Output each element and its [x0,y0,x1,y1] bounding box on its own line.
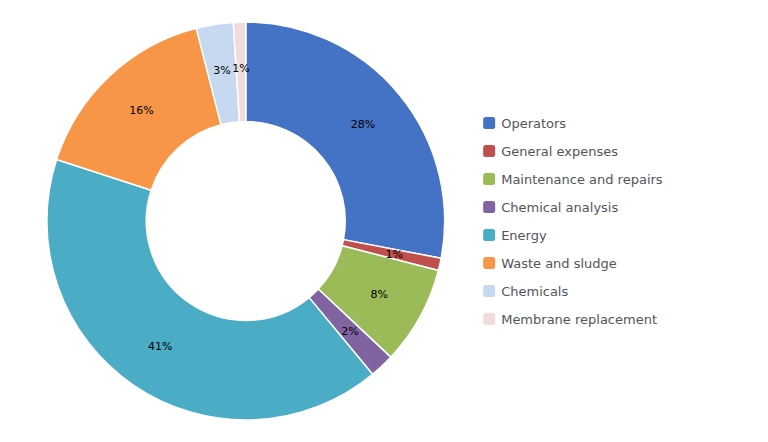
svg-text:Maintenance and repairs: Maintenance and repairs [501,172,663,187]
svg-text:16%: 16% [129,104,153,117]
svg-text:General expenses: General expenses [501,144,618,159]
svg-text:Energy: Energy [501,228,547,243]
svg-text:2%: 2% [341,325,358,338]
svg-text:1%: 1% [232,62,249,75]
svg-text:Waste and sludge: Waste and sludge [501,256,617,271]
svg-text:41%: 41% [148,340,172,353]
svg-text:Operators: Operators [501,116,566,131]
svg-text:Chemical analysis: Chemical analysis [501,200,618,215]
svg-text:28%: 28% [351,118,375,131]
svg-text:1%: 1% [386,248,403,261]
svg-text:3%: 3% [213,64,230,77]
svg-text:8%: 8% [370,288,387,301]
svg-text:Membrane replacement: Membrane replacement [501,312,657,327]
svg-text:Chemicals: Chemicals [501,284,568,299]
